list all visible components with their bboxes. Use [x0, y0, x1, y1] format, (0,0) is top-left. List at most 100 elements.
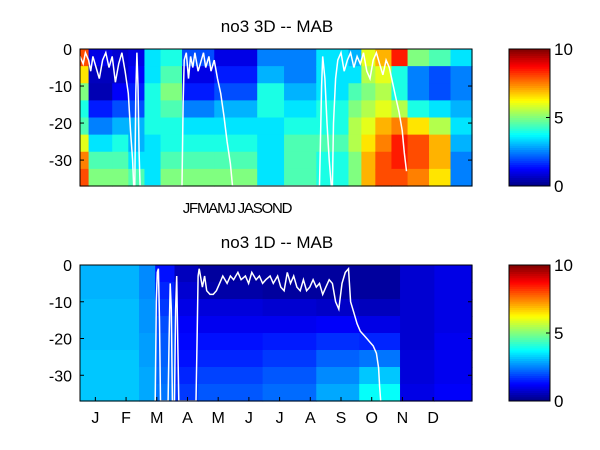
colorbar-cell: [509, 113, 550, 116]
x-tick-label: N: [397, 410, 409, 427]
colorbar-cell: [509, 136, 550, 140]
heat-cell: [361, 100, 376, 119]
colorbar-cell: [509, 143, 550, 146]
y-tick-label: -30: [49, 368, 72, 385]
heat-cell: [262, 333, 317, 351]
colorbar-cell: [509, 345, 550, 349]
x-tick-label: J: [276, 410, 284, 427]
colorbar-cell: [509, 320, 550, 323]
heat-cell: [257, 117, 285, 136]
heat-cell: [434, 367, 473, 385]
heat-cell: [407, 49, 430, 67]
heat-cell: [361, 117, 376, 136]
heat-cell: [434, 333, 473, 351]
heat-cell: [450, 49, 473, 67]
heat-cell: [257, 151, 285, 170]
colorbar-cell: [509, 183, 550, 187]
heat-cell: [174, 265, 199, 283]
heat-cell: [112, 168, 129, 187]
heat-cell: [316, 350, 360, 368]
heat-cell: [434, 316, 473, 334]
colorbar-cell: [509, 379, 550, 383]
colorbar-cell: [509, 106, 550, 110]
top-heatmap: [80, 49, 473, 187]
heat-cell: [316, 100, 350, 119]
y-tick-label: 0: [63, 258, 72, 275]
colorbar-cell: [509, 111, 550, 114]
colorbar-cell: [509, 339, 550, 343]
x-tick-label: M: [150, 410, 163, 427]
heat-cell: [400, 299, 436, 317]
colorbar-cell: [509, 117, 550, 121]
colorbar-cell: [509, 102, 550, 106]
colorbar-cell: [509, 369, 550, 372]
colorbar-cell: [509, 66, 550, 69]
colorbar-cell: [509, 181, 550, 185]
heat-cell: [198, 299, 264, 317]
heat-cell: [407, 117, 430, 136]
colorbar-cell: [509, 55, 550, 59]
colorbar-cell: [509, 76, 550, 80]
heat-cell: [400, 333, 436, 351]
heat-cell: [348, 83, 362, 101]
heat-cell: [144, 151, 162, 170]
heat-cell: [429, 168, 452, 187]
colorbar-tick-label: 10: [554, 256, 573, 275]
x-tick-label: J: [245, 410, 253, 427]
heat-cell: [174, 316, 199, 334]
colorbar-cell: [509, 141, 550, 144]
heat-cell: [88, 83, 113, 101]
colorbar-cell: [509, 151, 550, 155]
colorbar-cell: [509, 398, 550, 402]
heat-cell: [361, 151, 376, 170]
heat-cell: [391, 117, 409, 136]
heat-cell: [214, 83, 258, 101]
top-y-ticks: 0 -10 -20 -30: [49, 42, 472, 170]
colorbar-cell: [509, 132, 550, 136]
x-tick-label: J: [91, 410, 99, 427]
colorbar-cell: [509, 98, 550, 101]
colorbar-cell: [509, 301, 550, 304]
bottom-heatmap: [80, 265, 473, 402]
heat-cell: [407, 83, 430, 101]
heat-cell: [80, 265, 140, 283]
heat-cell: [284, 151, 317, 170]
colorbar-cell: [509, 108, 550, 112]
colorbar-cell: [509, 343, 550, 347]
heat-cell: [80, 367, 140, 385]
colorbar-cell: [509, 311, 550, 315]
heat-cell: [375, 83, 393, 101]
heat-cell: [284, 49, 317, 67]
heat-cell: [284, 117, 317, 136]
heat-cell: [112, 83, 129, 101]
heat-cell: [144, 168, 162, 187]
colorbar-cell: [509, 277, 550, 281]
heat-cell: [80, 83, 90, 101]
heat-cell: [434, 299, 473, 317]
colorbar-cell: [509, 121, 550, 125]
x-tick-label: S: [336, 410, 347, 427]
heat-cell: [144, 83, 162, 101]
colorbar-cell: [509, 296, 550, 300]
colorbar-cell: [509, 115, 550, 118]
colorbar-cell: [509, 145, 550, 148]
heat-cell: [361, 168, 376, 187]
heat-cell: [160, 49, 183, 67]
y-tick-label: -10: [49, 295, 72, 312]
heat-cell: [198, 282, 264, 300]
colorbar-cell: [509, 166, 550, 170]
heat-cell: [391, 66, 409, 84]
heat-cell: [214, 49, 258, 67]
heat-cell: [400, 282, 436, 300]
x-tick-label: D: [427, 410, 439, 427]
colorbar-cell: [509, 392, 550, 396]
heat-cell: [391, 134, 409, 153]
heat-cell: [139, 367, 156, 385]
heat-cell: [139, 299, 156, 317]
heat-cell: [391, 100, 409, 119]
heat-cell: [434, 350, 473, 368]
colorbar-cell: [509, 91, 550, 95]
colorbar-cell: [509, 318, 550, 321]
heat-cell: [450, 168, 473, 187]
heat-cell: [160, 66, 183, 84]
